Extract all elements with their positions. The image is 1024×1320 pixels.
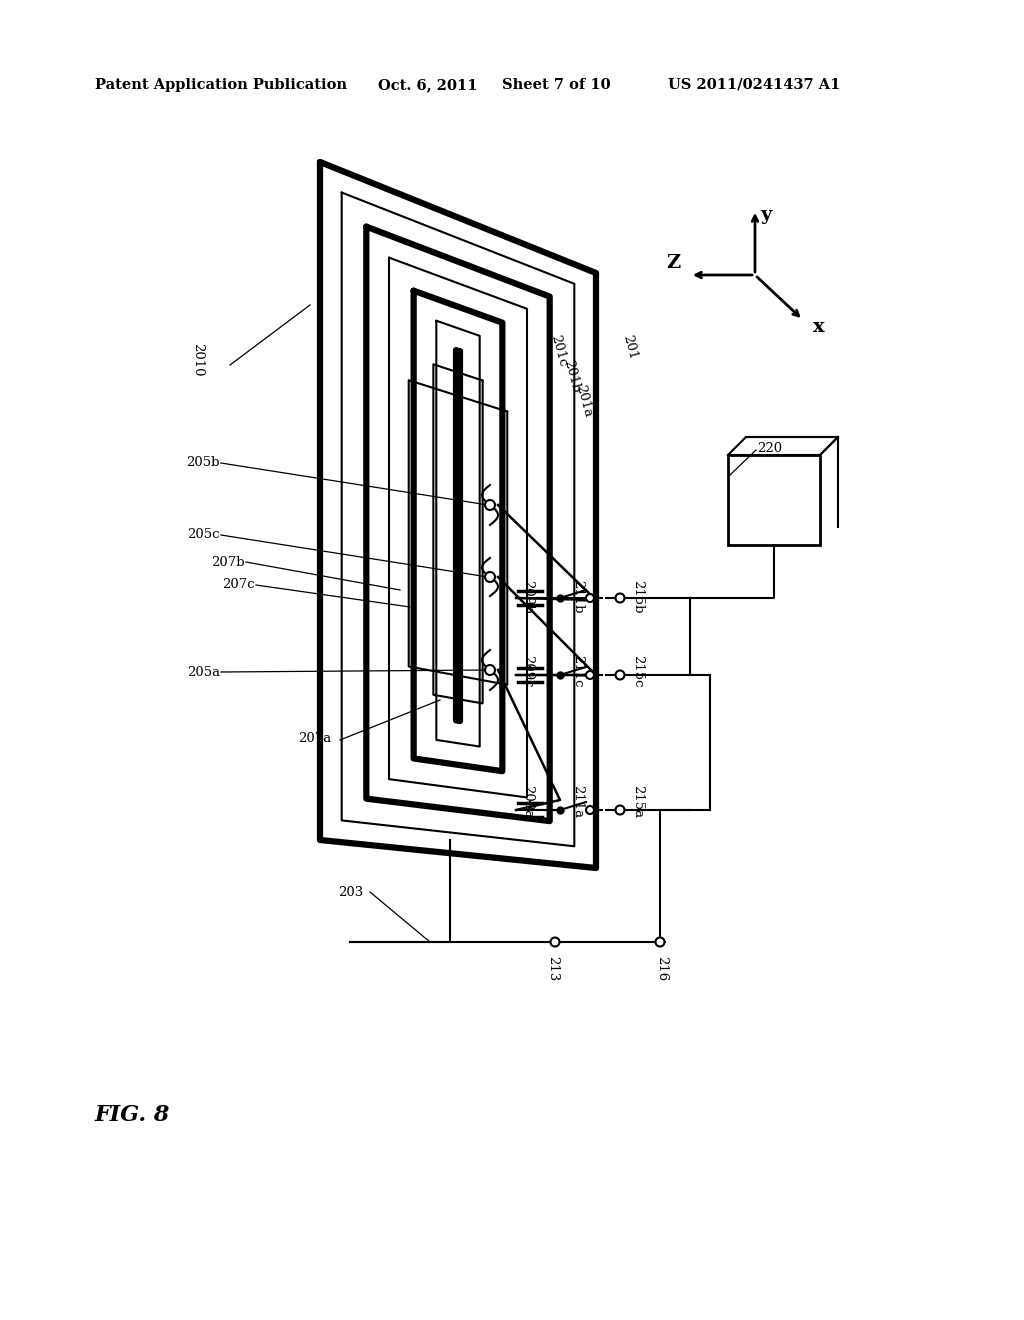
Circle shape xyxy=(551,937,559,946)
Text: 209c: 209c xyxy=(521,655,535,688)
Text: x: x xyxy=(813,318,824,337)
Text: Sheet 7 of 10: Sheet 7 of 10 xyxy=(502,78,610,92)
Text: 211c: 211c xyxy=(571,655,585,688)
Polygon shape xyxy=(319,162,596,869)
Circle shape xyxy=(586,671,594,678)
Text: 209a: 209a xyxy=(521,785,535,818)
Text: 201: 201 xyxy=(621,334,640,360)
Text: 211a: 211a xyxy=(571,785,585,818)
Circle shape xyxy=(586,594,594,602)
Circle shape xyxy=(615,594,625,602)
Text: 216: 216 xyxy=(655,956,669,981)
Bar xyxy=(728,455,820,545)
Text: 207a: 207a xyxy=(298,731,331,744)
Text: 207b: 207b xyxy=(211,556,245,569)
Text: FIG. 8: FIG. 8 xyxy=(95,1104,170,1126)
Text: 205b: 205b xyxy=(186,457,220,470)
Text: 215b: 215b xyxy=(632,579,644,614)
Text: Patent Application Publication: Patent Application Publication xyxy=(95,78,347,92)
Text: 215c: 215c xyxy=(632,655,644,688)
Circle shape xyxy=(586,807,594,814)
Circle shape xyxy=(655,937,665,946)
Text: 201b: 201b xyxy=(562,358,583,395)
Text: 205a: 205a xyxy=(186,665,220,678)
Text: 220: 220 xyxy=(757,441,782,454)
Circle shape xyxy=(485,500,495,510)
Text: 201c: 201c xyxy=(549,334,569,368)
Text: 203: 203 xyxy=(338,886,364,899)
Text: 201a: 201a xyxy=(573,383,595,418)
Text: 211b: 211b xyxy=(571,579,585,614)
Circle shape xyxy=(485,665,495,675)
Text: 207c: 207c xyxy=(222,578,255,591)
Text: 213: 213 xyxy=(547,956,559,981)
Circle shape xyxy=(615,805,625,814)
Text: 215a: 215a xyxy=(632,785,644,818)
Text: 209b: 209b xyxy=(521,579,535,614)
Text: US 2011/0241437 A1: US 2011/0241437 A1 xyxy=(668,78,841,92)
Text: y: y xyxy=(760,206,771,224)
Text: Z: Z xyxy=(666,253,680,272)
Circle shape xyxy=(485,572,495,582)
Circle shape xyxy=(615,671,625,680)
Text: 2010: 2010 xyxy=(191,343,205,376)
Text: Oct. 6, 2011: Oct. 6, 2011 xyxy=(378,78,477,92)
Text: 205c: 205c xyxy=(187,528,220,541)
